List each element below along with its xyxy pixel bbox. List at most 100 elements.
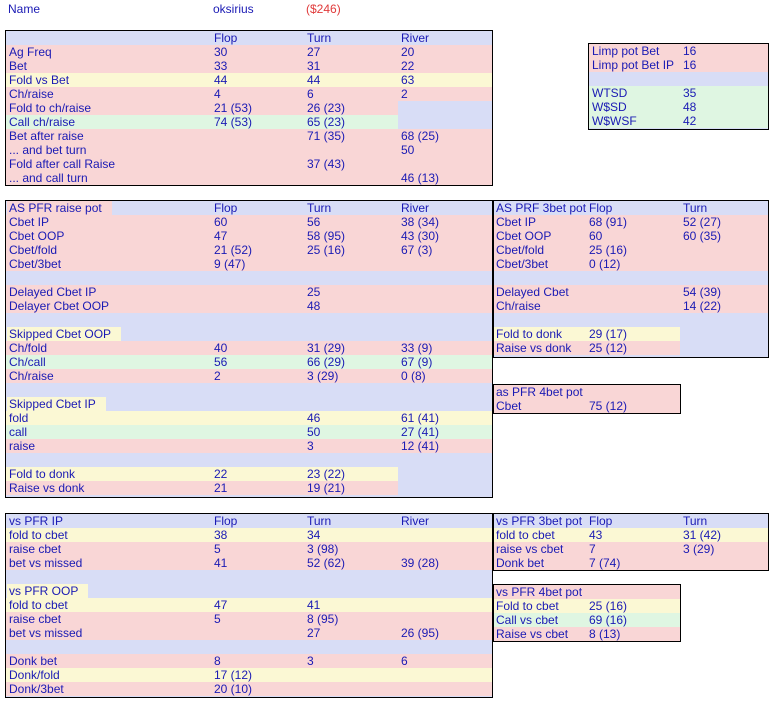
vs_3bet-col-2: Turn (683, 514, 708, 528)
vs_3bet-cell-1-0: raise vs cbet (496, 542, 564, 556)
vs_pfr-col-0: vs PFR IP (9, 514, 64, 528)
pfr_4bet-cell-0-0: Cbet (496, 399, 522, 413)
pfr_raise-cell-1-3: 43 (30) (401, 229, 440, 243)
prf_3bet-cell-5-2: 54 (39) (683, 285, 722, 299)
limp-row-2 (589, 72, 768, 86)
limp-row-1: Limp pot Bet IP 16 (589, 58, 768, 72)
pfr_raise-cell-13-0: Skipped Cbet IP (7, 397, 106, 411)
prf_3bet-cell-3-0: Cbet/3bet (496, 257, 549, 271)
limp-row-5: W$WSF 42 (589, 114, 768, 128)
prf_3bet-header-row: AS PRF 3bet pot Flop Turn (494, 201, 768, 215)
vs_4bet-cell-1-1: 69 (16) (589, 613, 628, 627)
general-cell-0-0: Ag Freq (9, 45, 52, 59)
pfr-4bet-pot-panel: as PFR 4bet pot Cbet 75 (12) (493, 384, 681, 414)
limp-cell-1-0: Limp pot Bet IP (592, 58, 675, 72)
general-row-0: Ag Freq 30 27 20 (6, 45, 492, 59)
pfr_raise-row-10: Ch/call 56 66 (29) 67 (9) (6, 355, 492, 369)
vs_pfr-cell-7-0: bet vs missed (9, 626, 83, 640)
vs_pfr-cell-0-1: 38 (214, 528, 228, 542)
vs_pfr-cell-0-0: fold to cbet (9, 528, 68, 542)
prf_3bet-row-5: Delayed Cbet 54 (39) (494, 285, 768, 299)
pfr_raise-cell-15-0: call (9, 425, 28, 439)
vs_pfr-row-8 (6, 640, 492, 654)
vs_4bet-cell-2-1: 8 (13) (589, 627, 621, 641)
limp-cell-0-1: 16 (683, 44, 697, 58)
vs_pfr-row-2: bet vs missed 41 52 (62) 39 (28) (6, 556, 492, 570)
general-cell-3-1: 4 (214, 87, 221, 101)
pfr_raise-row-5: Delayed Cbet IP 25 (6, 285, 492, 299)
general-cell-3-3: 2 (401, 87, 408, 101)
general-cell-2-0: Fold vs Bet (9, 73, 70, 87)
general-row-9: ... and call turn 46 (13) (6, 171, 492, 185)
vs_pfr-cell-1-1: 5 (214, 542, 221, 556)
prf_3bet-cell-9-0: Raise vs donk (496, 341, 572, 355)
pfr_raise-row-2: Cbet/fold 21 (52) 25 (16) 67 (3) (6, 243, 492, 257)
vs_pfr-cell-9-2: 3 (307, 654, 314, 668)
general-cell-4-1: 21 (53) (214, 101, 253, 115)
vs_3bet-cell-1-2: 3 (29) (683, 542, 715, 556)
pfr_raise-cell-9-2: 31 (29) (307, 341, 346, 355)
vs_pfr-cell-2-0: bet vs missed (9, 556, 83, 570)
pfr_raise-cell-0-1: 60 (214, 215, 228, 229)
pfr_raise-row-11: Ch/raise 2 3 (29) 0 (8) (6, 369, 492, 383)
pfr_raise-cell-6-2: 48 (307, 299, 321, 313)
vs_pfr-header-row: vs PFR IP Flop Turn River (6, 514, 492, 528)
prf_3bet-row-1: Cbet OOP 60 60 (35) (494, 229, 768, 243)
vs_pfr-cell-6-1: 5 (214, 612, 221, 626)
pfr_raise-cell-18-2: 23 (22) (307, 467, 346, 481)
vs_4bet-cell-1-0: Call vs cbet (496, 613, 559, 627)
vs_pfr-row-1: raise cbet 5 3 (98) (6, 542, 492, 556)
pfr_4bet-title-row: as PFR 4bet pot (494, 385, 680, 399)
pfr_raise-cell-15-2: 50 (307, 425, 321, 439)
vs_pfr-cell-10-0: Donk/fold (9, 668, 60, 682)
pfr_raise-cell-18-0: Fold to donk (9, 467, 76, 481)
prf_3bet-row-6: Ch/raise 14 (22) (494, 299, 768, 313)
vs_pfr-cell-11-0: Donk/3bet (9, 682, 64, 696)
pfr_raise-cell-2-2: 25 (16) (307, 243, 346, 257)
general-header-row: Flop Turn River (6, 31, 492, 45)
pfr_raise-cell-9-3: 33 (9) (401, 341, 433, 355)
vs_pfr-cell-2-1: 41 (214, 556, 228, 570)
vs_pfr-cell-9-0: Donk bet (9, 654, 58, 668)
pfr_raise-cell-11-2: 3 (29) (307, 369, 339, 383)
vs_pfr-cell-9-1: 8 (214, 654, 221, 668)
pfr_raise-cell-10-1: 56 (214, 355, 228, 369)
vs_3bet-cell-0-1: 43 (589, 528, 603, 542)
pfr_raise-row-12 (6, 383, 492, 397)
pfr_raise-cell-2-1: 21 (52) (214, 243, 253, 257)
prf_3bet-cell-1-2: 60 (35) (683, 229, 722, 243)
vs_pfr-cell-9-3: 6 (401, 654, 408, 668)
pfr_raise-cell-18-1: 22 (214, 467, 228, 481)
general-cell-3-0: Ch/raise (9, 87, 54, 101)
general-cell-5-1: 74 (53) (214, 115, 253, 129)
pfr_4bet-title: as PFR 4bet pot (496, 385, 583, 399)
vs_pfr-cell-2-3: 39 (28) (401, 556, 440, 570)
vs_4bet-row-2: Raise vs cbet 8 (13) (494, 627, 680, 641)
general-cell-2-1: 44 (214, 73, 228, 87)
vs_pfr-cell-2-2: 52 (62) (307, 556, 346, 570)
vs-pfr-4bet-panel: vs PFR 4bet pot Fold to cbet 25 (16) Call v… (493, 584, 681, 642)
vs_3bet-col-1: Flop (589, 514, 613, 528)
vs_pfr-row-4: vs PFR OOP (6, 584, 492, 598)
vs_pfr-cell-5-0: fold to cbet (9, 598, 68, 612)
pfr_raise-row-1: Cbet OOP 47 58 (95) 43 (30) (6, 229, 492, 243)
limp-row-4: W$SD 48 (589, 100, 768, 114)
vs_3bet-cell-2-1: 7 (74) (589, 556, 621, 570)
vs_pfr-row-7: bet vs missed 27 26 (95) (6, 626, 492, 640)
prf_3bet-cell-0-1: 68 (91) (589, 215, 628, 229)
vs_pfr-cell-6-0: raise cbet (9, 612, 62, 626)
pfr_raise-cell-10-0: Ch/call (9, 355, 46, 369)
pfr_raise-row-14: fold 46 61 (41) (6, 411, 492, 425)
pfr_raise-cell-5-0: Delayed Cbet IP (9, 285, 97, 299)
pfr_raise-cell-8-0: Skipped Cbet OOP (7, 327, 122, 341)
vs_pfr-cell-10-1: 17 (12) (214, 668, 253, 682)
vs_4bet-cell-0-1: 25 (16) (589, 599, 628, 613)
pfr_raise-cell-6-0: Delayer Cbet OOP (9, 299, 110, 313)
limp-cell-5-1: 42 (683, 114, 697, 128)
prf_3bet-row-0: Cbet IP 68 (91) 52 (27) (494, 215, 768, 229)
general-cell-1-3: 22 (401, 59, 415, 73)
pfr_raise-cell-15-3: 27 (41) (401, 425, 440, 439)
pfr_raise-cell-16-2: 3 (307, 439, 314, 453)
pfr_raise-cell-10-2: 66 (29) (307, 355, 346, 369)
prf_3bet-col-2: Turn (683, 201, 708, 215)
